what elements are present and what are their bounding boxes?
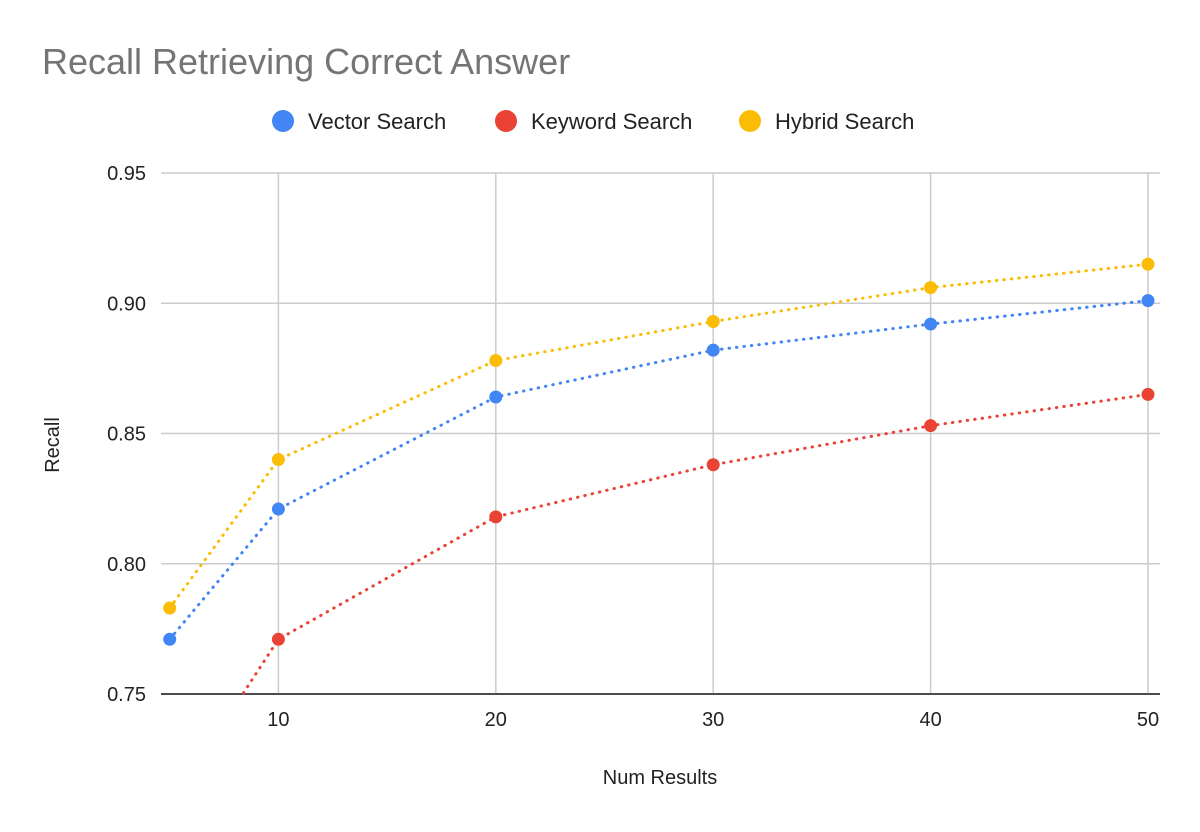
data-point [163, 800, 176, 813]
data-point [489, 510, 503, 524]
data-point [1141, 387, 1155, 401]
y-tick-label: 0.75 [107, 684, 146, 706]
series-line-keyword-search [240, 392, 1150, 695]
data-point [271, 453, 285, 467]
data-point [1141, 257, 1155, 271]
data-point [924, 419, 938, 433]
series-line-hybrid-search [168, 262, 1150, 610]
y-axis-label: Recall [42, 417, 64, 473]
x-tick-label: 50 [1137, 709, 1159, 731]
data-point [706, 458, 720, 472]
data-point [489, 354, 503, 368]
x-tick-label: 10 [267, 709, 289, 731]
x-tick-label: 40 [919, 709, 941, 731]
data-point [706, 314, 720, 328]
data-point [271, 632, 285, 646]
data-point [924, 317, 938, 331]
legend-marker [739, 110, 761, 132]
x-tick-label: 20 [485, 709, 507, 731]
legend-marker [272, 110, 294, 132]
data-point [163, 632, 177, 646]
legend-label: Vector Search [308, 109, 446, 134]
tick-labels: 0.75 0.80 0.85 0.90 0.95 10 20 30 40 50 [107, 163, 1159, 731]
y-tick-label: 0.90 [107, 293, 146, 315]
chart-title: Recall Retrieving Correct Answer [42, 41, 570, 82]
x-axis-label: Num Results [603, 767, 717, 789]
y-tick-label: 0.95 [107, 163, 146, 185]
series-group [168, 262, 1150, 695]
y-tick-label: 0.85 [107, 424, 146, 446]
legend-label: Hybrid Search [775, 109, 914, 134]
data-point [924, 281, 938, 295]
points-group [163, 257, 1155, 813]
data-point [163, 601, 177, 615]
data-point [706, 343, 720, 357]
data-point [271, 502, 285, 516]
data-point [489, 390, 503, 404]
legend: Vector Search Keyword Search Hybrid Search [272, 109, 914, 134]
y-tick-label: 0.80 [107, 554, 146, 576]
legend-marker [495, 110, 517, 132]
data-point [1141, 294, 1155, 308]
series-line-vector-search [168, 299, 1150, 641]
legend-label: Keyword Search [531, 109, 692, 134]
gridlines [161, 172, 1160, 695]
x-tick-label: 30 [702, 709, 724, 731]
